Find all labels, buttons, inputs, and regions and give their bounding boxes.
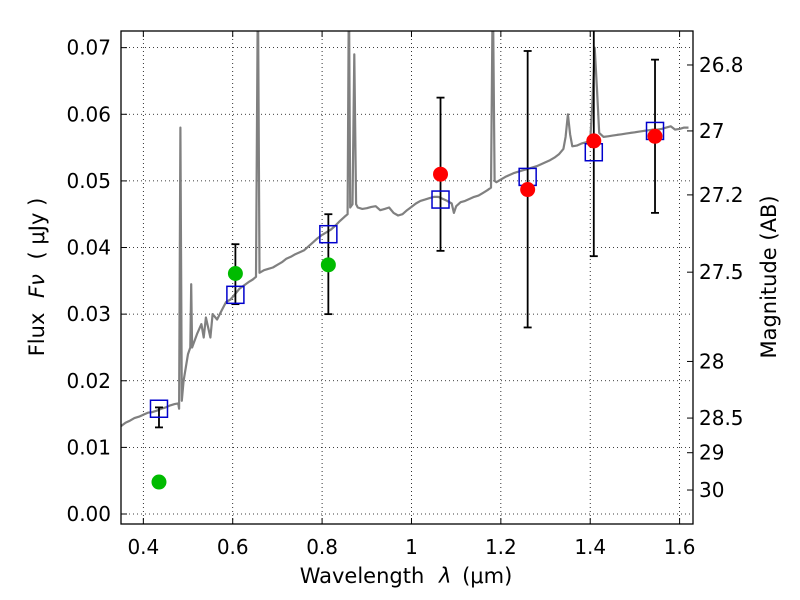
plot-frame <box>120 30 694 525</box>
y2-tick-label: 29 <box>699 441 724 465</box>
x-axis-label: Wavelength λ (μm) <box>300 564 513 588</box>
y-tick-label: 0.03 <box>66 302 111 326</box>
observed-point <box>227 266 243 282</box>
y-tick-label: 0.06 <box>66 102 111 126</box>
y2-tick-label: 27.2 <box>699 183 744 207</box>
observed-point <box>433 166 449 182</box>
y-tick-label: 0.02 <box>66 369 111 393</box>
model-marker <box>319 224 338 244</box>
y-tick-label: 0.04 <box>66 236 111 260</box>
x-tick-label: 0.6 <box>217 535 249 559</box>
model-marker <box>226 285 245 305</box>
y2-tick-label: 28 <box>699 349 724 373</box>
spectrum-layer <box>121 31 689 427</box>
axis-tick-labels: 0.4 0.6 0.8 1 1.2 1.4 1.6 0.00 0.01 0.02 0.03 0.04 0… <box>66 36 743 559</box>
y-axis-label: Flux Fν ( μJy ) <box>25 198 49 357</box>
y2-tick-label: 28.5 <box>699 406 744 430</box>
y2-tick-label: 30 <box>699 478 724 502</box>
x-tick-label: 1 <box>405 535 418 559</box>
model-marker <box>149 399 169 418</box>
spectrum-line <box>121 31 689 427</box>
x-axis-label-symbol: λ <box>438 564 451 588</box>
x-axis-label-unit: (μm) <box>462 564 512 588</box>
observed-point <box>320 257 336 273</box>
model-points <box>149 121 665 418</box>
axis-ticks <box>121 31 693 524</box>
y2-axis-label: Magnitude (AB) <box>757 195 781 358</box>
x-tick-label: 1.6 <box>664 535 696 559</box>
y-axis-label-unit: ( μJy ) <box>25 198 49 260</box>
x-tick-label: 1.4 <box>574 535 606 559</box>
observed-point <box>151 474 167 490</box>
observed-point <box>520 182 536 198</box>
y2-tick-label: 27 <box>699 119 724 143</box>
observed-point <box>586 133 602 149</box>
y-tick-label: 0.01 <box>66 435 111 459</box>
y-tick-label: 0.00 <box>66 502 111 526</box>
observed-point <box>647 128 663 144</box>
error-bars <box>154 31 660 429</box>
x-tick-label: 1.2 <box>485 535 517 559</box>
x-tick-label: 0.8 <box>306 535 338 559</box>
y2-tick-label: 26.8 <box>699 53 744 77</box>
grid-lines <box>121 31 693 524</box>
x-tick-label: 0.4 <box>127 535 159 559</box>
y-tick-label: 0.05 <box>66 169 111 193</box>
model-marker <box>431 190 450 209</box>
y2-tick-label: 27.5 <box>699 260 744 284</box>
y-tick-label: 0.07 <box>66 36 111 60</box>
observed-points <box>151 128 663 490</box>
x-axis-label-text: Wavelength <box>300 564 425 588</box>
y-axis-label-symbol: Fν <box>25 274 49 298</box>
y-axis-label-text: Flux <box>25 313 49 357</box>
